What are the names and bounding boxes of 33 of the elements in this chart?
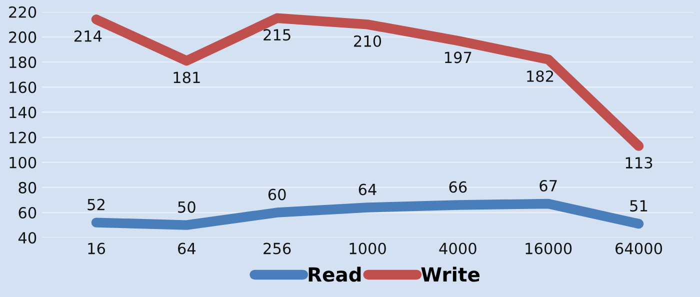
- y-tick-label: 80: [18, 182, 36, 194]
- x-tick-label: 4000: [439, 242, 476, 254]
- data-label: 60: [268, 188, 286, 200]
- data-label: 66: [449, 181, 467, 193]
- y-tick-label: 120: [10, 132, 36, 144]
- data-label: 67: [540, 180, 557, 192]
- data-label: 50: [178, 201, 196, 213]
- y-tick-label: 100: [10, 156, 36, 168]
- data-label: 113: [626, 156, 652, 169]
- y-tick-label: 40: [18, 232, 36, 244]
- data-label: 214: [74, 30, 102, 42]
- data-label: 64: [358, 184, 376, 196]
- y-tick-label: 180: [10, 56, 36, 68]
- data-label: 182: [527, 70, 554, 82]
- y-tick-label: 160: [10, 82, 36, 94]
- legend-label: Read: [308, 266, 361, 282]
- y-tick-label: 140: [10, 106, 36, 118]
- data-label: 210: [354, 35, 382, 47]
- x-tick-label: 64: [178, 242, 196, 254]
- data-label: 52: [88, 198, 104, 210]
- x-tick-label: 64000: [616, 242, 662, 254]
- y-tick-label: 60: [18, 206, 36, 219]
- data-label: 197: [445, 52, 472, 64]
- x-tick-label: 256: [264, 242, 291, 254]
- legend-label: Write: [421, 266, 480, 282]
- x-tick-label: 1000: [350, 242, 386, 254]
- data-label: 181: [174, 72, 200, 84]
- data-label: 215: [264, 29, 290, 41]
- data-label: 51: [630, 200, 648, 212]
- y-tick-label: 220: [9, 6, 36, 18]
- y-tick-label: 200: [9, 31, 36, 43]
- x-tick-label: 16: [88, 242, 106, 254]
- x-tick-label: 16000: [526, 242, 572, 254]
